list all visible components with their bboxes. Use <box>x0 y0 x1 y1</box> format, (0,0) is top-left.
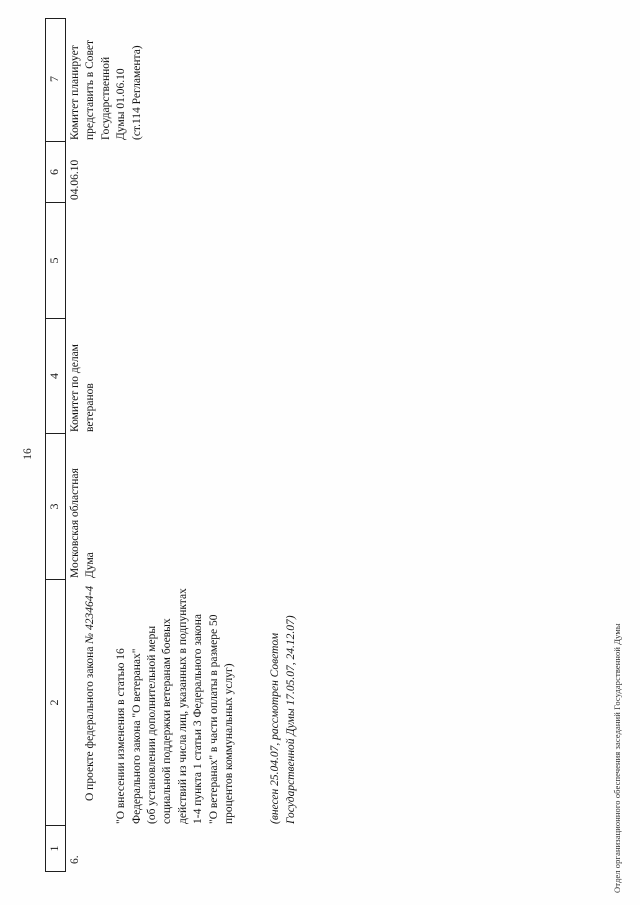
header-cell-4: 4 <box>46 319 65 434</box>
cell-row-number: 6. <box>69 855 81 864</box>
header-cell-1: 1 <box>47 845 61 852</box>
table-header-row: 1 2 3 4 5 6 7 <box>45 17 66 872</box>
page-number: 16 <box>22 448 34 460</box>
cell-bill-title: О проекте федерального закона № 423464-4… <box>66 581 330 827</box>
table-row: 6. О проекте федерального закона № 42346… <box>66 18 330 872</box>
header-cell-2: 2 <box>46 580 65 826</box>
page-footer: Отдел организационного обеспечения засед… <box>589 574 640 893</box>
cell-committee: Комитет по делам ветеранов <box>69 344 97 432</box>
bill-number: № 423464-4 <box>84 585 97 644</box>
cell-status: Комитет планирует представить в Совет Го… <box>69 39 143 140</box>
header-cell-5: 5 <box>46 203 65 319</box>
bill-note: (внесен 25.04.07, рассмотрен Советом Гос… <box>269 615 297 824</box>
header-cell-7: 7 <box>46 17 65 142</box>
header-cell-3: 3 <box>46 434 65 580</box>
bill-title-rest: "О внесении изменения в статью 16 Федера… <box>115 588 236 824</box>
footer-line-1: Отдел организационного обеспечения засед… <box>612 623 622 893</box>
header-cell-6: 6 <box>46 142 65 203</box>
bill-title-lead: О проекте федерального закона <box>84 643 97 801</box>
cell-date: 04.06.10 <box>69 159 81 200</box>
cell-initiator: Московская областная Дума <box>69 468 97 578</box>
